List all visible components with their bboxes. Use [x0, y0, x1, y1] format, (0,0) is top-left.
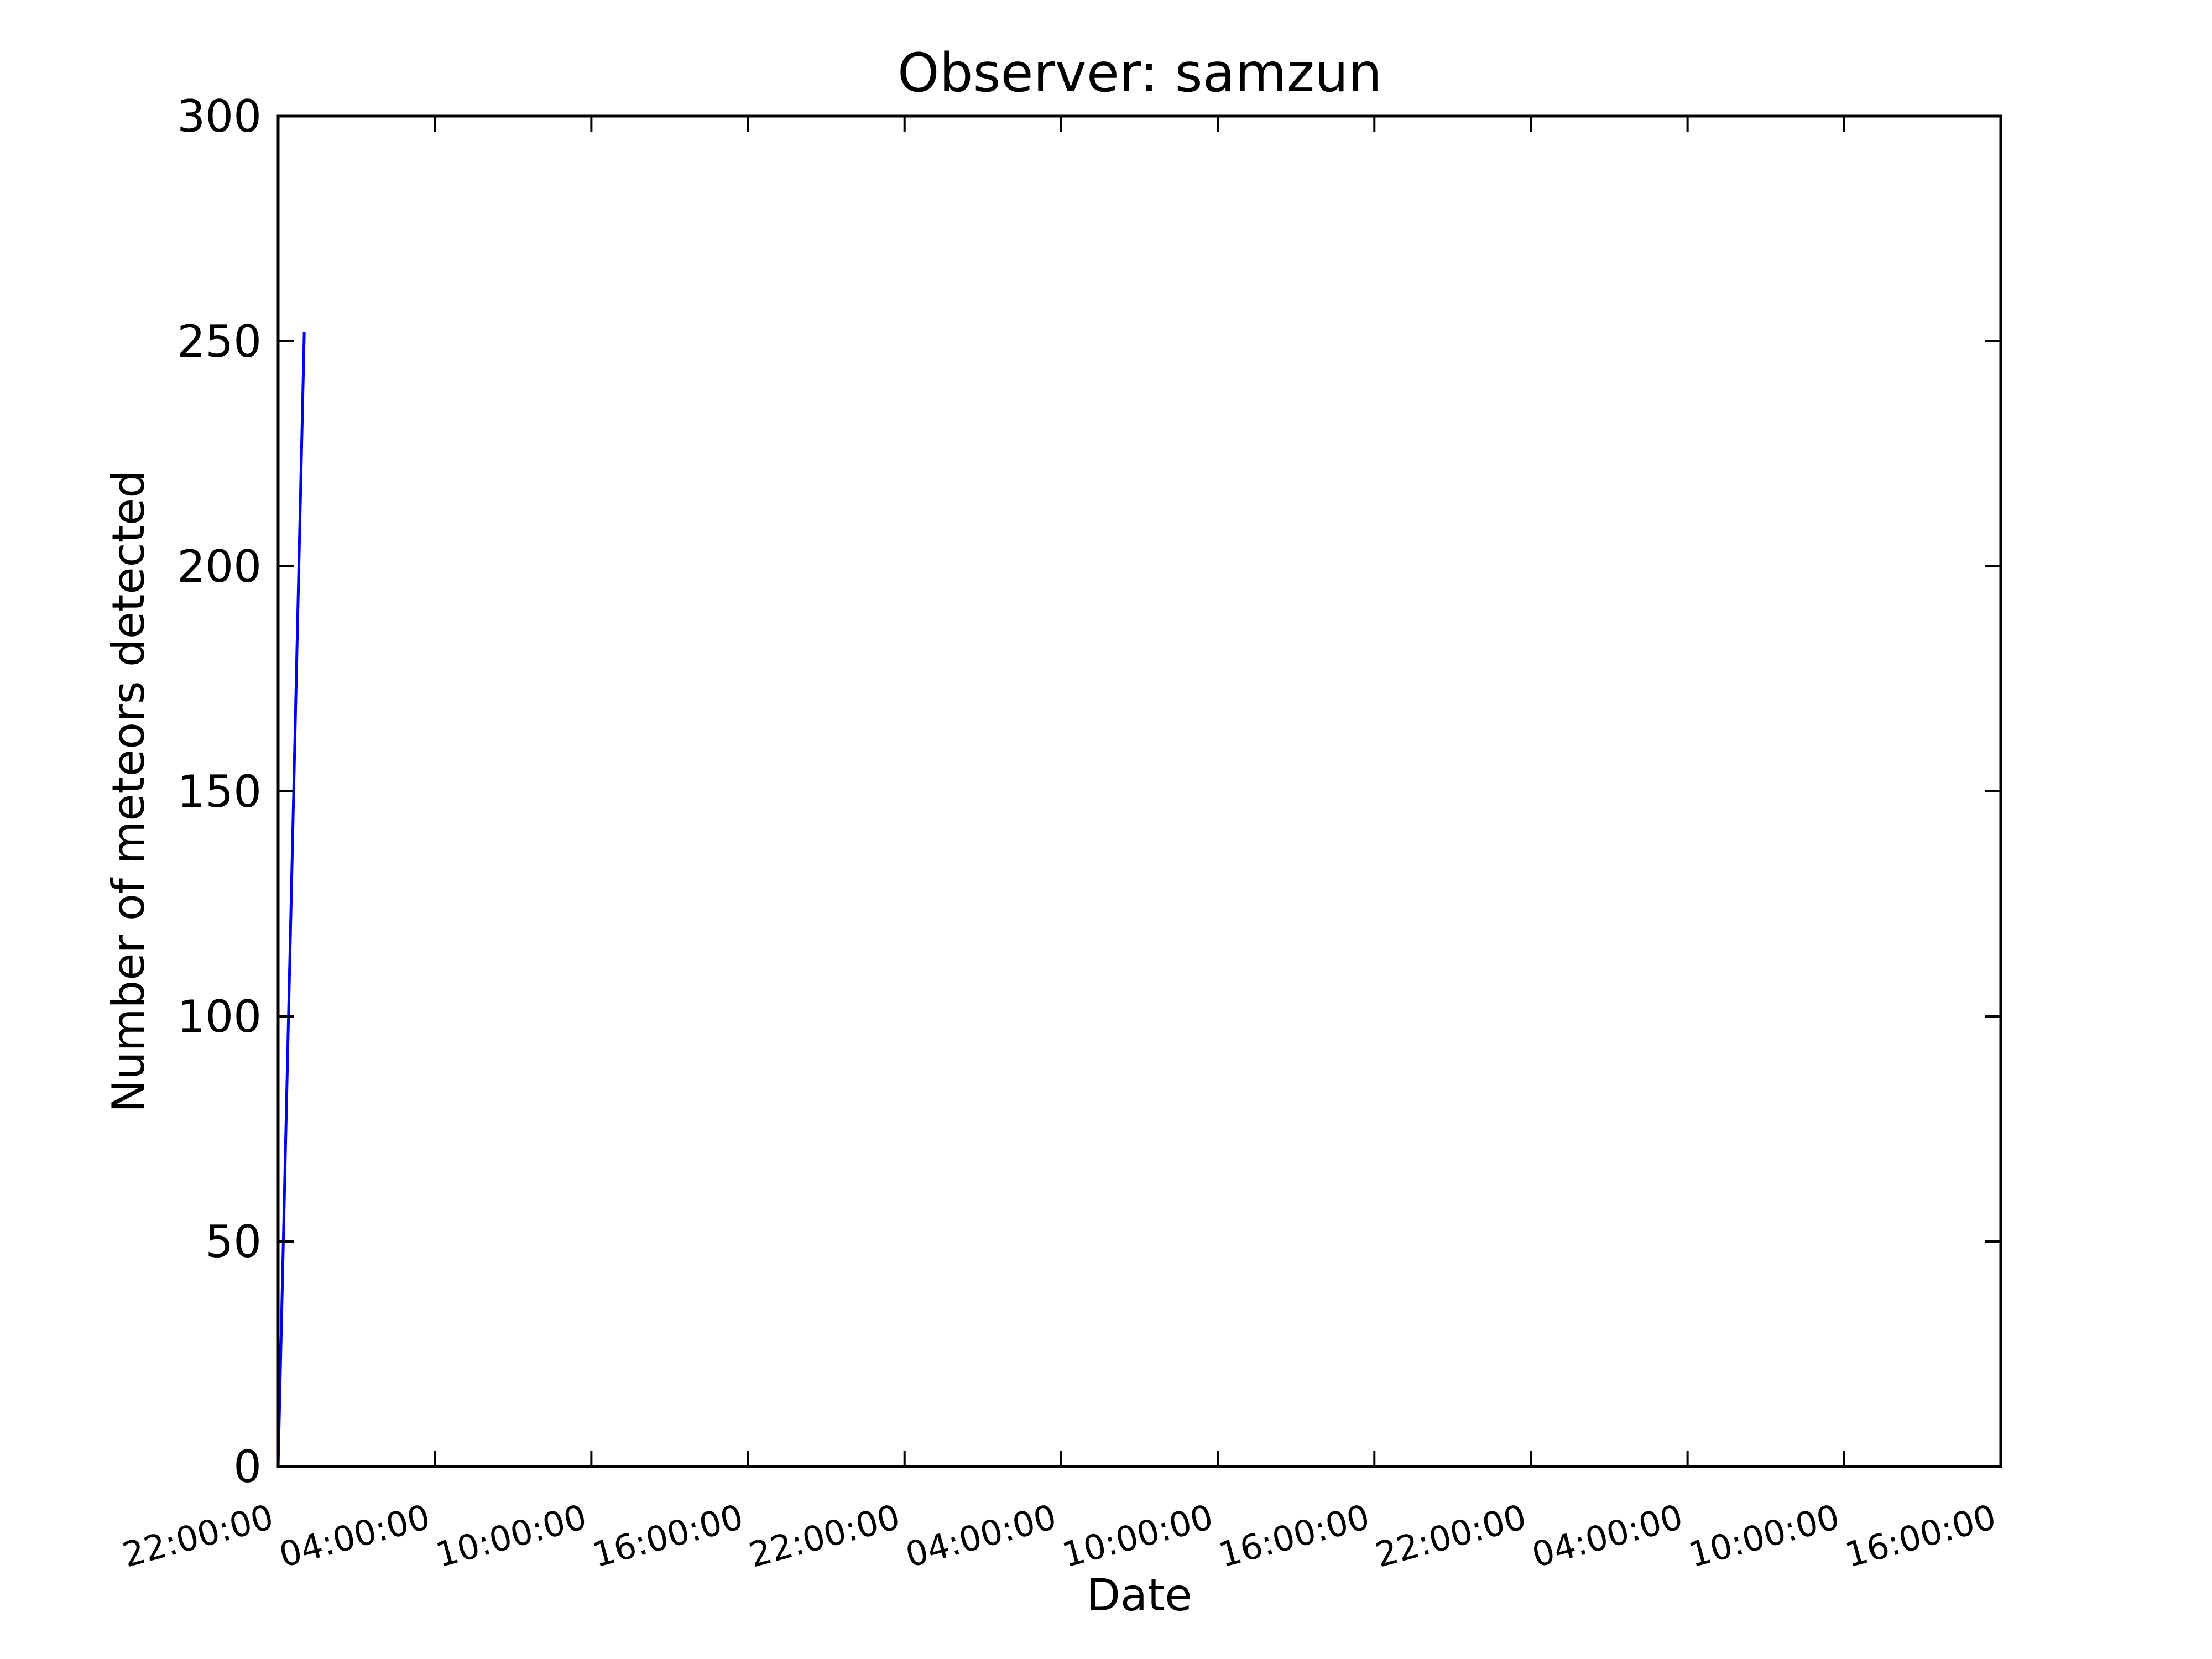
y-axis: 0 50 100 150 200 250 300	[177, 91, 2001, 1493]
y-tick-label: 250	[177, 316, 262, 367]
y-tick-label: 200	[177, 541, 262, 592]
chart-title: Observer: samzun	[898, 42, 1382, 104]
series-line	[276, 332, 306, 1467]
y-tick-label: 300	[177, 91, 262, 142]
y-tick-label: 150	[177, 766, 262, 817]
x-axis-label: Date	[1086, 1569, 1192, 1621]
y-tick-label: 50	[205, 1216, 262, 1267]
y-tick-label: 0	[233, 1441, 262, 1493]
series-layer	[276, 332, 306, 1467]
y-axis-label: Number of meteors detected	[103, 470, 154, 1113]
y-tick-label: 100	[177, 991, 262, 1042]
